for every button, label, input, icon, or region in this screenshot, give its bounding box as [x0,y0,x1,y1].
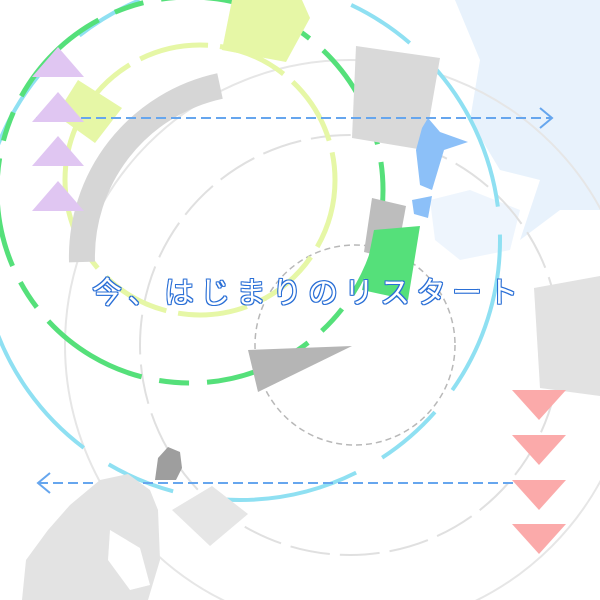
gray-wedge [248,346,352,392]
yellow-green-ring [62,42,338,318]
top-arrow-right [36,107,554,129]
green-block [362,226,420,300]
caption-text: 今、はじまりのリスタート [92,276,524,311]
gray-arc [68,73,223,263]
yellow-block-top [222,0,310,62]
rock-shape-bottom-left [22,474,160,600]
salmon-triangles [512,390,566,554]
yellow-block-left [56,80,122,143]
inner-gray-dashed-circle [254,244,456,446]
gray-block-bottom [172,486,248,546]
sitting-figure [155,447,182,480]
ice-texture-top-right [430,0,600,260]
bottom-arrow-left [36,472,556,494]
green-ring [0,0,386,386]
lavender-triangles [32,47,84,211]
blue-creature [412,118,468,218]
gray-block-right [534,276,600,396]
gray-block-top [352,46,440,150]
cyan-ring [0,0,502,502]
outer-gray-circle [64,59,600,600]
